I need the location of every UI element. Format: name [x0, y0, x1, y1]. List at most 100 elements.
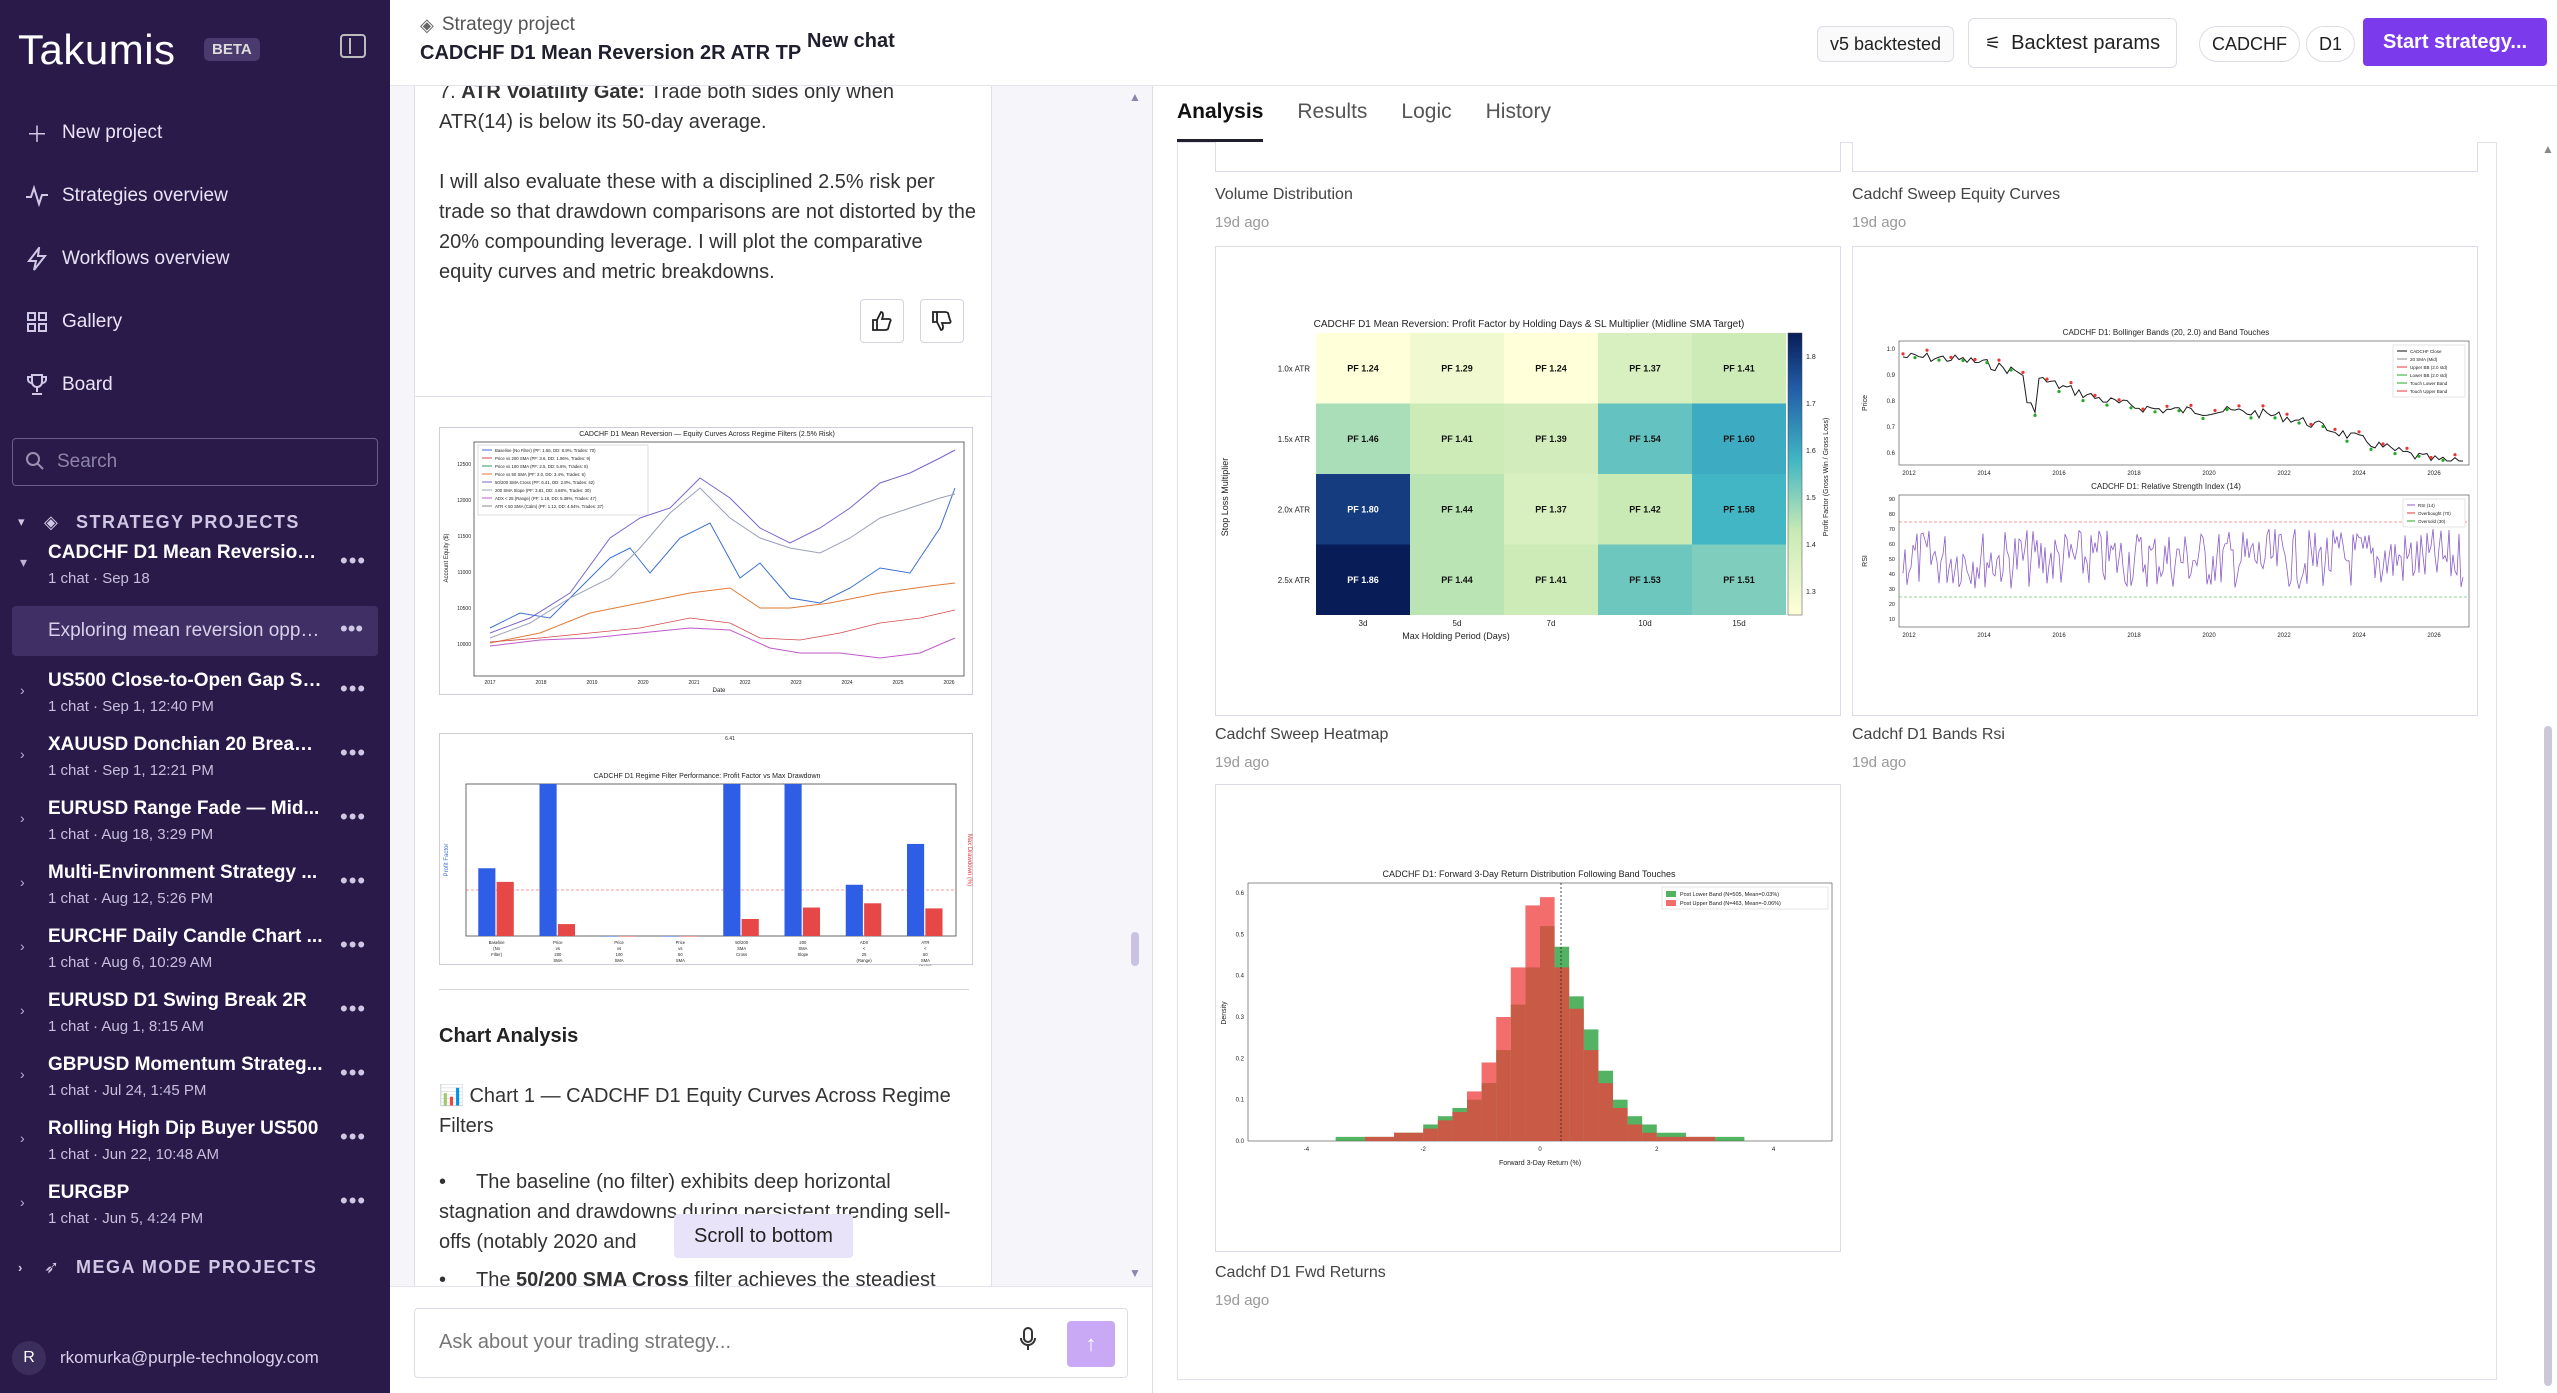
project-item[interactable]: › EURCHF Daily Candle Chart ... 1 chat · A…	[0, 916, 390, 980]
x-tick-label: 2012	[1902, 633, 1916, 639]
user-menu[interactable]: R rkomurka@purple-technology.com	[12, 1338, 319, 1378]
heatmap-cell-label: PF 1.86	[1347, 575, 1379, 585]
project-item[interactable]: › US500 Close-to-Open Gap St... 1 chat · S…	[0, 660, 390, 724]
more-icon[interactable]: •••	[340, 740, 367, 765]
tab-logic[interactable]: Logic	[1401, 100, 1452, 123]
more-icon[interactable]: •••	[340, 1188, 367, 1213]
chevron-right-icon[interactable]: ›	[20, 874, 25, 890]
thumbs-up-icon[interactable]	[860, 299, 904, 343]
more-icon[interactable]: •••	[340, 1124, 367, 1149]
mega-mode-projects-header[interactable]: › ➶ MEGA MODE PROJECTS	[18, 1252, 317, 1282]
new-chat-button[interactable]: New chat	[807, 30, 895, 52]
heatmap-chart: CADCHF D1 Mean Reversion: Profit Factor …	[1220, 319, 1830, 641]
project-meta: 1 chat · Sep 18	[48, 570, 150, 587]
more-icon[interactable]: •••	[340, 1060, 367, 1085]
more-icon[interactable]: •••	[340, 616, 364, 641]
sweep-equity-card[interactable]	[1852, 142, 2478, 172]
heatmap-cell	[1692, 544, 1786, 615]
project-item[interactable]: › EURUSD D1 Swing Break 2R 1 chat · Aug 1,…	[0, 980, 390, 1044]
strategy-projects-header[interactable]: ▾ ◈ STRATEGY PROJECTS	[18, 507, 300, 537]
bands-rsi-card[interactable]: CADCHF D1: Bollinger Bands (20, 2.0) and…	[1852, 246, 2478, 716]
chevron-right-icon[interactable]: ›	[20, 746, 25, 762]
start-strategy-button[interactable]: Start strategy...	[2363, 18, 2547, 66]
bolt-icon	[24, 246, 50, 272]
sidebar-collapse-icon[interactable]	[340, 34, 366, 58]
category-label: SMA	[553, 958, 562, 963]
scroll-down-icon[interactable]: ▼	[1129, 1266, 1141, 1280]
project-item[interactable]: › EURUSD Range Fade — Mid... 1 chat · Aug …	[0, 788, 390, 852]
more-icon[interactable]: •••	[340, 676, 367, 701]
chevron-right-icon[interactable]: ›	[20, 682, 25, 698]
nav-label: Strategies overview	[62, 185, 228, 206]
chevron-down-icon[interactable]: ▾	[20, 554, 28, 570]
fwd-returns-card[interactable]: CADCHF D1: Forward 3-Day Return Distribu…	[1215, 784, 1841, 1252]
search-input[interactable]: Search	[12, 438, 378, 486]
histogram-bar	[1335, 1136, 1365, 1141]
legend-entry: Price vs 200 SMA (PF: 3.6, DD: 1.96%, Tr…	[495, 456, 591, 461]
tab-analysis[interactable]: Analysis	[1177, 86, 1264, 142]
nav-gallery[interactable]: Gallery	[24, 302, 122, 342]
x-tick-label: 2	[1655, 1147, 1659, 1153]
scroll-up-icon[interactable]: ▲	[2542, 142, 2554, 156]
scroll-up-icon[interactable]: ▲	[1129, 90, 1141, 104]
category-label: ATR	[921, 940, 929, 945]
more-icon[interactable]: •••	[340, 868, 367, 893]
breadcrumb[interactable]: ◈ Strategy project	[420, 14, 575, 36]
chevron-right-icon[interactable]: ›	[20, 1002, 25, 1018]
tab-results[interactable]: Results	[1297, 100, 1368, 123]
nav-strategies-overview[interactable]: Strategies overview	[24, 176, 228, 216]
user-email: rkomurka@purple-technology.com	[60, 1348, 319, 1367]
equity-curves-figure[interactable]: CADCHF D1 Mean Reversion — Equity Curves…	[439, 427, 973, 695]
message-text: Trade both sides only when ATR(14) is be…	[439, 86, 895, 133]
chat-scrollbar[interactable]	[1131, 932, 1139, 966]
touch-mark	[1961, 358, 1965, 363]
analysis-scrollbar[interactable]	[2544, 726, 2552, 1386]
chevron-right-icon[interactable]: ›	[20, 1194, 25, 1210]
project-item[interactable]: ▾ CADCHF D1 Mean Reversion ... 1 chat · Se…	[0, 532, 390, 596]
active-chat-item[interactable]: Exploring mean reversion oppo... •••	[12, 606, 378, 656]
more-icon[interactable]: •••	[340, 996, 367, 1021]
send-button[interactable]: ↑	[1067, 1321, 1115, 1367]
category-label: vs	[556, 946, 560, 951]
fwd-xlabel: Forward 3-Day Return (%)	[1499, 1160, 1581, 1167]
more-icon[interactable]: •••	[340, 932, 367, 957]
chevron-right-icon[interactable]: ›	[20, 1130, 25, 1146]
pf-bar	[600, 936, 618, 937]
chat-input[interactable]	[439, 1331, 979, 1354]
project-item[interactable]: › Rolling High Dip Buyer US500 1 chat · Ju…	[0, 1108, 390, 1172]
project-item[interactable]: › GBPUSD Momentum Strateg... 1 chat · Jul …	[0, 1044, 390, 1108]
microphone-icon[interactable]	[1019, 1327, 1037, 1357]
sweep-heatmap-card[interactable]: CADCHF D1 Mean Reversion: Profit Factor …	[1215, 246, 1841, 716]
symbol-badge[interactable]: CADCHF	[2199, 26, 2300, 62]
project-item[interactable]: › EURGBP 1 chat · Jun 5, 4:24 PM •••	[0, 1172, 390, 1236]
heatmap-cell	[1598, 333, 1692, 404]
tab-history[interactable]: History	[1485, 100, 1551, 123]
bands-ylabel: Price	[1862, 395, 1869, 411]
logo[interactable]: Takumis	[18, 26, 176, 73]
nav-board[interactable]: Board	[24, 365, 113, 405]
more-icon[interactable]: •••	[340, 804, 367, 829]
scroll-to-bottom-button[interactable]: Scroll to bottom	[674, 1214, 853, 1258]
project-item[interactable]: › XAUUSD Donchian 20 Break ... 1 chat · Se…	[0, 724, 390, 788]
more-icon[interactable]: •••	[340, 548, 367, 573]
category-label: <	[924, 946, 927, 951]
backtest-params-button[interactable]: ⚟ Backtest params	[1968, 18, 2178, 68]
x-tick-label: 4	[1772, 1147, 1776, 1153]
dd-bar	[557, 924, 576, 936]
nav-workflows-overview[interactable]: Workflows overview	[24, 239, 230, 279]
pf-bar	[478, 868, 496, 936]
timeframe-badge[interactable]: D1	[2306, 26, 2356, 62]
legend-entry: Overbought (70)	[2418, 511, 2451, 516]
y-tick-label: 10	[1889, 617, 1895, 623]
chevron-right-icon[interactable]: ›	[20, 810, 25, 826]
chevron-right-icon[interactable]: ›	[20, 938, 25, 954]
histogram-bar	[1627, 1124, 1643, 1141]
chevron-right-icon[interactable]: ›	[20, 1066, 25, 1082]
regime-filter-figure[interactable]: 6.41 CADCHF D1 Regime Filter Performance…	[439, 733, 973, 969]
nav-new-project[interactable]: ＋ New project	[24, 113, 162, 153]
y-tick-label: 0.6	[1236, 891, 1245, 897]
thumbs-down-icon[interactable]	[920, 299, 964, 343]
project-item[interactable]: › Multi-Environment Strategy ... 1 chat · …	[0, 852, 390, 916]
volume-distribution-card[interactable]	[1215, 142, 1841, 172]
